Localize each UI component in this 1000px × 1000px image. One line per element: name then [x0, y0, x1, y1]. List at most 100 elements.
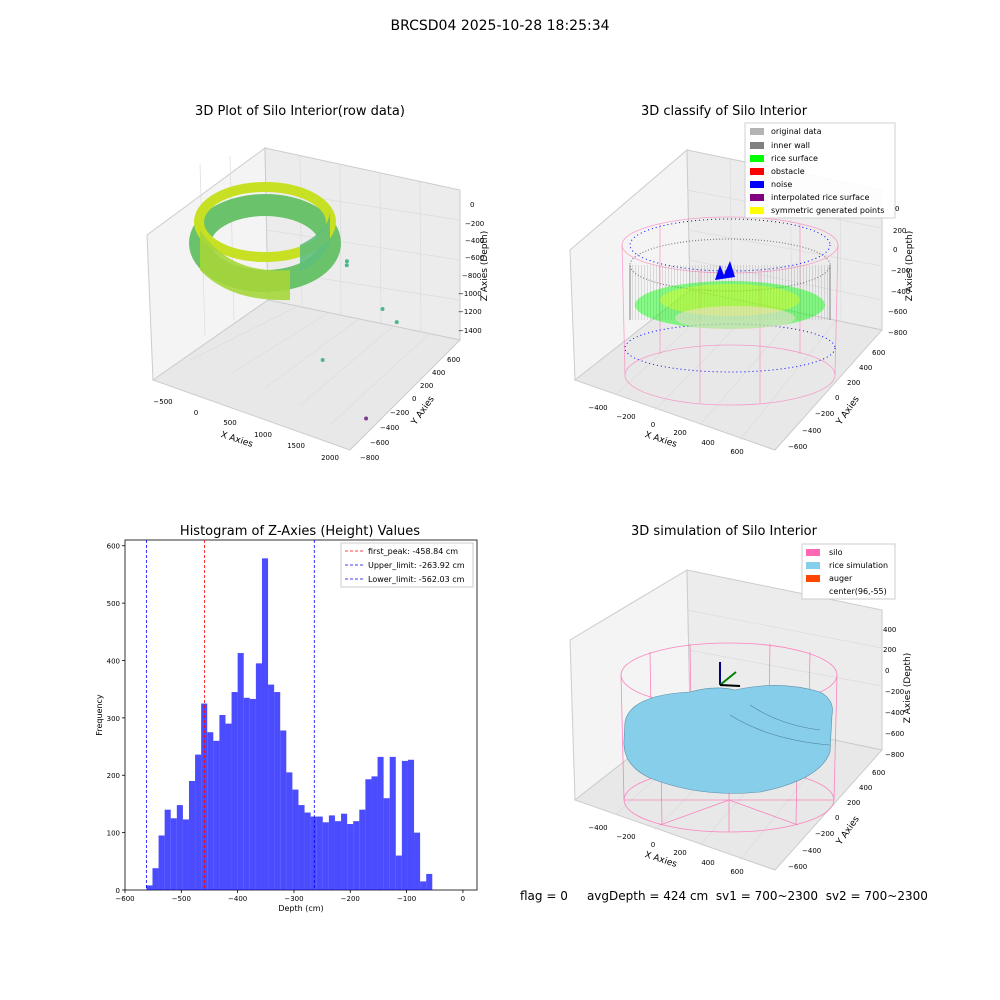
histogram-bar [414, 832, 421, 890]
z-tick-label: −800 [462, 272, 481, 280]
noise-points [624, 218, 836, 373]
sv2-range: sv2 = 700~2300 [825, 889, 928, 903]
z-tick-label: −400 [885, 709, 904, 717]
z-tick-label: −1000 [458, 290, 482, 298]
z-tick-label: −600 [465, 254, 484, 262]
y-tick-label: −600 [788, 863, 807, 871]
x-tick-label: −400 [228, 895, 247, 903]
z-tick-label: −400 [891, 288, 910, 296]
y-tick-label: −200 [815, 830, 834, 838]
y-tick-label: 400 [432, 369, 445, 377]
y-tick-label: 600 [447, 356, 460, 364]
histogram-bar [389, 756, 396, 890]
sv1-range: sv1 = 700~2300 [715, 889, 819, 903]
legend-entry: first_peak: -458.84 cm [368, 547, 458, 556]
z-tick-label: 0 [470, 201, 474, 209]
histogram-title: Histogram of Z-Axies (Height) Values [179, 524, 421, 539]
z-tick-label: −1200 [458, 308, 482, 316]
y-tick-label: −800 [360, 454, 379, 462]
outlier-point [364, 416, 369, 421]
y-tick-label: −400 [802, 427, 821, 435]
histogram-bar [420, 881, 427, 890]
x-tick-label: −600 [115, 895, 134, 903]
histogram-bar [261, 558, 269, 890]
status-footer: flag = 0 avgDepth = 424 cm sv1 = 700~230… [520, 889, 928, 903]
histogram-bar [280, 730, 287, 890]
z-axis-label: Z Axies (Depth) [903, 653, 913, 724]
x-tick-label: 0 [651, 841, 655, 849]
histogram-bar [225, 723, 232, 890]
classify-legend: original data inner wall rice surface ob… [744, 122, 896, 219]
y-tick-label: −400 [802, 847, 821, 855]
y-tick-label: 200 [847, 799, 860, 807]
z-axis-label: Z Axies (Depth) [480, 231, 490, 302]
histogram-bar [274, 692, 281, 890]
histogram-bar [219, 715, 226, 890]
x-tick-label: 200 [673, 429, 686, 437]
histogram-bar [310, 816, 317, 890]
histogram-bar [322, 822, 329, 890]
simulation-z-axis: 400 200 0 −200 −400 −600 −800 Z Axies (D… [883, 626, 913, 759]
outlier-point [344, 259, 349, 264]
depth-histogram: −600 −500 −400 −300 −200 −100 0 0 100 200 300 400 5… [95, 539, 478, 913]
x-tick-label: 0 [461, 895, 465, 903]
legend-entry: obstacle [771, 167, 805, 176]
legend-entry: interpolated rice surface [771, 193, 869, 202]
raw-z-axis: 0 −200 −400 −600 −800 −1000 −1200 −1400 … [458, 201, 490, 335]
x-tick-label: −200 [341, 895, 360, 903]
x-tick-label: −200 [616, 413, 635, 421]
histogram-bar [152, 868, 159, 890]
x-tick-label: 0 [651, 421, 655, 429]
x-tick-label: 600 [730, 868, 743, 876]
avg-depth: avgDepth = 424 cm [586, 889, 709, 903]
legend-entry: symmetric generated points [771, 206, 884, 215]
y-tick-label: −600 [788, 443, 807, 451]
histogram-bar [255, 663, 262, 890]
histogram-bar [188, 780, 196, 890]
outlier-point [320, 358, 325, 362]
z-tick-label: −200 [885, 688, 904, 696]
y-tick-label: 600 [872, 769, 885, 777]
y-tick-label: −400 [380, 424, 399, 432]
histogram-bar [365, 779, 372, 890]
y-tick-label: 200 [107, 772, 120, 780]
y-tick-label: 600 [107, 543, 120, 551]
outlier-point [394, 320, 399, 325]
simulation-plot-title: 3D simulation of Silo Interior [631, 524, 817, 539]
z-tick-label: −400 [465, 237, 484, 245]
rice-surface-points [635, 281, 825, 330]
x-tick-label: 600 [730, 448, 743, 456]
histogram-bar [407, 759, 415, 890]
histogram-bar [383, 798, 390, 890]
histogram-bar [176, 805, 183, 890]
x-tick-label: 0 [194, 409, 198, 417]
y-tick-label: 500 [107, 600, 120, 608]
raw-data-3d-plot: −500 0 500 1000 1500 2000 X Axies −800 −… [146, 147, 490, 462]
histogram-bar [359, 809, 366, 890]
z-tick-label: 0 [893, 246, 897, 254]
x-tick-label: −500 [172, 895, 191, 903]
x-tick-label: −400 [588, 824, 607, 832]
histogram-bar [316, 816, 323, 890]
histogram-bar [353, 821, 360, 890]
histogram-bar [377, 756, 384, 890]
y-tick-label: 0 [412, 395, 416, 403]
legend-entry: inner wall [771, 141, 810, 150]
x-tick-label: −400 [588, 404, 607, 412]
flag-status: flag = 0 [520, 889, 568, 903]
z-tick-label: 400 [883, 626, 896, 634]
z-tick-label: 200 [883, 646, 896, 654]
raw-outlier-points [320, 259, 399, 421]
legend-entry: Lower_limit: -562.03 cm [368, 575, 465, 584]
figure-title: BRCSD04 2025-10-28 18:25:34 [390, 18, 610, 34]
y-tick-label: 100 [107, 830, 120, 838]
histogram-bar [371, 776, 378, 890]
y-tick-label: −200 [815, 410, 834, 418]
histogram-bar [249, 698, 256, 890]
z-tick-label: −600 [885, 730, 904, 738]
z-tick-label: −600 [888, 308, 907, 316]
y-tick-label: 400 [107, 657, 120, 665]
y-tick-label: 600 [872, 349, 885, 357]
y-tick-label: 400 [859, 784, 872, 792]
x-tick-label: 2000 [321, 454, 339, 462]
